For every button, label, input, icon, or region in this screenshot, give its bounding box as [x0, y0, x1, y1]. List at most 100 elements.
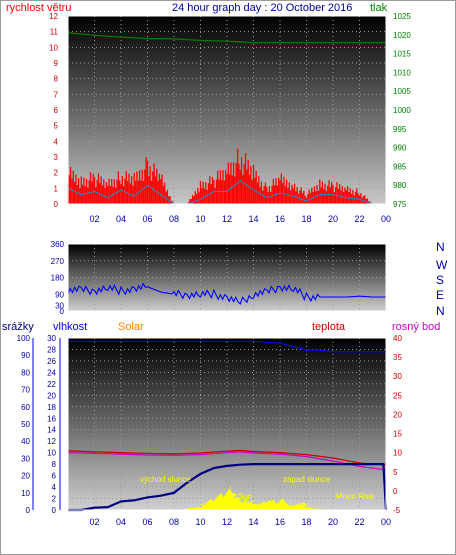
chart-title: 24 hour graph day : 20 October 2016 [172, 2, 352, 14]
temperature-y-tick: 15 [393, 430, 402, 439]
dewpoint-legend-label: rosný bod [392, 321, 440, 333]
compass-label-n-top: N [436, 240, 445, 254]
humidity-y-tick: 20 [21, 472, 30, 481]
pressure-y-tick: 980 [393, 181, 407, 190]
x-tick-label: 04 [116, 214, 126, 224]
dewpoint-line [67, 451, 387, 471]
rain-y-tick: 6 [52, 472, 57, 481]
rain-y-tick: 22 [47, 380, 56, 389]
x-tick-label: 14 [248, 517, 258, 527]
rain-y-tick: 18 [47, 403, 56, 412]
x-tick-label: 02 [89, 517, 99, 527]
temperature-y-tick: 20 [393, 410, 402, 419]
x-tick-label: 08 [169, 214, 179, 224]
rain-axis-title: srážky [2, 321, 34, 333]
rain-y-tick: 20 [47, 391, 56, 400]
pressure-y-tick: 985 [393, 162, 407, 171]
x-tick-label: 16 [275, 517, 285, 527]
plot-border-1 [67, 15, 387, 205]
temperature-y-tick: 10 [393, 449, 402, 458]
wind-y-tick: 2 [54, 169, 59, 178]
compass-label-n-bottom: N [436, 304, 445, 318]
rain-y-tick: 2 [52, 495, 57, 504]
temperature-line [67, 449, 387, 466]
rain-y-tick: 26 [47, 357, 56, 366]
wind-y-tick: 11 [50, 28, 59, 37]
wind-y-tick: 9 [54, 59, 59, 68]
x-tick-label: 04 [116, 517, 126, 527]
direction-y-tick: 0 [60, 307, 65, 316]
wind-axis-title: rychlost větru [6, 2, 71, 14]
compass-label-e: E [436, 288, 444, 302]
x-tick-label: 06 [142, 517, 152, 527]
humidity-y-tick: 80 [21, 368, 30, 377]
wind-y-tick: 6 [54, 106, 59, 115]
x-tick-label: 18 [301, 214, 311, 224]
pressure-y-tick: 1015 [393, 50, 411, 59]
x-tick-label: 14 [248, 214, 258, 224]
x-tick-label: 18 [301, 517, 311, 527]
temperature-y-tick: 35 [393, 353, 402, 362]
direction-y-tick: 180 [51, 274, 65, 283]
pressure-y-tick: 975 [393, 200, 407, 209]
temperature-y-tick: 0 [393, 487, 398, 496]
rain-y-tick: 0 [52, 506, 57, 515]
rain-y-tick: 24 [47, 368, 56, 377]
humidity-y-tick: 100 [17, 334, 31, 343]
rain-y-tick: 8 [52, 460, 57, 469]
humidity-y-tick: 70 [21, 386, 30, 395]
pressure-line [67, 32, 386, 44]
x-tick-label: 00 [381, 517, 391, 527]
x-tick-label: 22 [354, 517, 364, 527]
rain-y-tick: 10 [47, 449, 56, 458]
wind-y-tick: 5 [54, 122, 59, 131]
plot-area-3 [68, 338, 386, 510]
direction-y-tick: 30 [55, 301, 64, 310]
rain-y-tick: 30 [47, 334, 56, 343]
wind-average-line [67, 179, 386, 205]
temperature-y-tick: 30 [393, 372, 402, 381]
wind-y-tick: 4 [54, 137, 59, 146]
solar-legend-label: Solar [118, 321, 144, 333]
humidity-axis-title: vlhkost [53, 321, 87, 333]
solar-area [68, 486, 386, 511]
temperature-y-tick: 25 [393, 391, 402, 400]
pressure-y-tick: 995 [393, 125, 407, 134]
direction-y-tick: 90 [55, 290, 64, 299]
x-tick-label: 10 [195, 517, 205, 527]
rain-y-tick: 16 [47, 414, 56, 423]
x-tick-label: 08 [169, 517, 179, 527]
sunrise-annotation: východ slunce [140, 475, 191, 484]
humidity-y-tick: 40 [21, 437, 30, 446]
x-tick-label: 20 [328, 517, 338, 527]
temperature-axis-title: teplota [312, 321, 346, 333]
x-tick-label: 06 [142, 214, 152, 224]
pressure-axis-title: tlak [370, 2, 388, 14]
rain-y-tick: 4 [52, 483, 57, 492]
pressure-y-tick: 1025 [393, 12, 411, 21]
wind-y-tick: 8 [54, 75, 59, 84]
x-tick-label: 20 [328, 214, 338, 224]
temperature-y-tick: 40 [393, 334, 402, 343]
direction-y-tick: 270 [51, 257, 65, 266]
rain-y-tick: 14 [47, 426, 56, 435]
plot-border-3 [67, 337, 387, 511]
wind-y-tick: 3 [54, 153, 59, 162]
compass-label-w: W [436, 258, 448, 272]
humidity-y-tick: 50 [21, 420, 30, 429]
humidity-line [68, 340, 386, 353]
rain-line [68, 463, 388, 512]
humidity-y-tick: 60 [21, 403, 30, 412]
x-tick-label: 02 [89, 214, 99, 224]
x-tick-label: 00 [381, 214, 391, 224]
wind-y-tick: 1 [54, 184, 59, 193]
x-tick-label: 22 [354, 214, 364, 224]
wind-y-tick: 0 [54, 200, 59, 209]
rain-y-tick: 28 [47, 345, 56, 354]
temperature-y-tick: 5 [393, 468, 398, 477]
sunset-annotation: západ slunce [283, 475, 331, 484]
wind-y-tick: 10 [49, 43, 58, 52]
wind-y-tick: 7 [54, 90, 59, 99]
rain-y-tick: 12 [47, 437, 56, 446]
